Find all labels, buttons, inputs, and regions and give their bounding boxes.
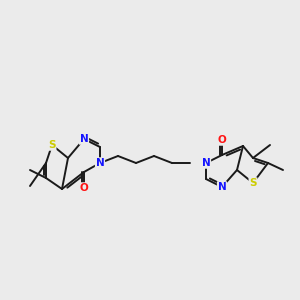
Text: S: S	[48, 140, 56, 150]
Text: O: O	[218, 135, 226, 145]
Text: N: N	[202, 158, 210, 168]
Text: N: N	[218, 182, 226, 192]
Text: N: N	[96, 158, 104, 168]
Text: O: O	[80, 183, 88, 193]
Text: S: S	[249, 178, 257, 188]
Text: N: N	[80, 134, 88, 144]
